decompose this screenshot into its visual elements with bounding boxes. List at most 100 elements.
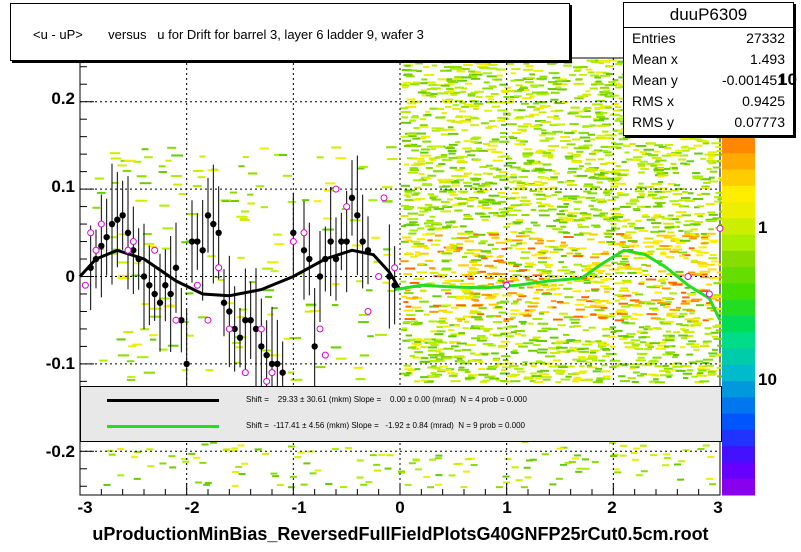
heatmap-cell	[566, 132, 574, 135]
heatmap-cell	[481, 218, 489, 221]
heatmap-cell	[706, 220, 717, 223]
heatmap-cell	[473, 299, 479, 302]
color-scale-segment	[722, 364, 755, 382]
heatmap-cell	[619, 338, 628, 341]
heatmap-cell	[604, 95, 615, 98]
data-point-black	[311, 343, 318, 350]
heatmap-cell	[400, 214, 409, 217]
heatmap-cell	[583, 144, 593, 147]
heatmap-cell	[655, 135, 664, 138]
heatmap-cell	[423, 247, 430, 250]
heatmap-cell	[502, 91, 509, 94]
heatmap-cell	[652, 205, 663, 208]
heatmap-cell	[678, 154, 689, 157]
heatmap-cell	[575, 115, 582, 118]
heatmap-cell	[646, 302, 656, 305]
heatmap-cell	[541, 182, 548, 185]
heatmap-cell	[572, 138, 581, 141]
heatmap-cell	[531, 375, 542, 378]
heatmap-cell	[665, 371, 672, 374]
heatmap-cell	[669, 363, 675, 366]
heatmap-cell	[575, 470, 583, 473]
heatmap-cell	[451, 237, 457, 240]
heatmap-cell	[99, 359, 108, 362]
heatmap-cell	[715, 146, 722, 149]
heatmap-cell	[566, 143, 576, 146]
heatmap-cell	[448, 474, 456, 477]
heatmap-cell	[621, 311, 628, 314]
heatmap-cell	[511, 192, 519, 195]
heatmap-cell	[690, 228, 698, 231]
heatmap-cell	[701, 185, 710, 188]
heatmap-cell	[547, 275, 558, 278]
heatmap-cell	[553, 219, 560, 222]
heatmap-cell	[572, 380, 580, 383]
heatmap-cell	[668, 334, 675, 337]
heatmap-cell	[672, 248, 683, 251]
heatmap-cell	[431, 338, 443, 341]
heatmap-cell	[450, 380, 461, 383]
data-point-black	[252, 325, 260, 333]
heatmap-cell	[591, 150, 600, 153]
heatmap-cell	[484, 181, 494, 184]
heatmap-cell	[574, 303, 585, 306]
heatmap-cell	[456, 70, 466, 73]
heatmap-cell	[639, 444, 647, 447]
heatmap-cell	[522, 155, 530, 158]
heatmap-cell	[634, 293, 644, 296]
heatmap-cell	[570, 275, 580, 278]
heatmap-cell	[707, 157, 713, 160]
heatmap-cell	[476, 147, 482, 150]
heatmap-cell	[639, 341, 647, 344]
heatmap-cell	[632, 304, 640, 307]
heatmap-cell	[547, 328, 558, 331]
heatmap-cell	[630, 198, 639, 201]
heatmap-cell	[550, 176, 558, 179]
heatmap-cell	[451, 175, 462, 178]
heatmap-cell	[401, 86, 409, 89]
heatmap-cell	[583, 378, 592, 381]
heatmap-cell	[331, 447, 339, 450]
data-point-black	[338, 238, 345, 245]
heatmap-cell	[469, 100, 480, 103]
heatmap-cell	[503, 320, 510, 323]
heatmap-cell	[110, 152, 120, 155]
heatmap-cell	[636, 205, 646, 208]
heatmap-cell	[574, 376, 581, 379]
x-tick-label: 1	[502, 498, 512, 517]
heatmap-cell	[681, 214, 692, 217]
heatmap-cell	[612, 359, 621, 362]
heatmap-cell	[485, 126, 493, 129]
heatmap-cell	[681, 365, 692, 368]
heatmap-cell	[574, 97, 584, 100]
heatmap-cell	[693, 322, 703, 325]
heatmap-cell	[559, 205, 569, 208]
heatmap-cell	[636, 196, 645, 199]
heatmap-cell	[694, 206, 700, 209]
heatmap-cell	[655, 347, 667, 350]
heatmap-cell	[680, 138, 690, 141]
heatmap-cell	[713, 338, 722, 341]
heatmap-cell	[529, 73, 536, 76]
heatmap-cell	[614, 171, 620, 174]
heatmap-cell	[592, 381, 603, 384]
heatmap-cell	[518, 345, 528, 348]
heatmap-cell	[403, 60, 410, 63]
heatmap-cell	[608, 134, 617, 137]
heatmap-cell	[432, 145, 444, 148]
heatmap-cell	[440, 154, 448, 157]
heatmap-cell	[467, 272, 477, 275]
heatmap-cell	[568, 246, 576, 249]
heatmap-cell	[513, 109, 521, 112]
heatmap-cell	[598, 314, 608, 317]
heatmap-cell	[617, 220, 628, 223]
heatmap-cell	[706, 296, 717, 299]
heatmap-cell	[496, 301, 507, 304]
heatmap-cell	[403, 301, 409, 304]
heatmap-cell	[604, 278, 613, 281]
heatmap-cell	[593, 118, 603, 121]
heatmap-cell	[707, 159, 718, 162]
heatmap-cell	[603, 290, 610, 293]
heatmap-cell	[464, 370, 471, 373]
color-scale-segment	[722, 299, 755, 317]
